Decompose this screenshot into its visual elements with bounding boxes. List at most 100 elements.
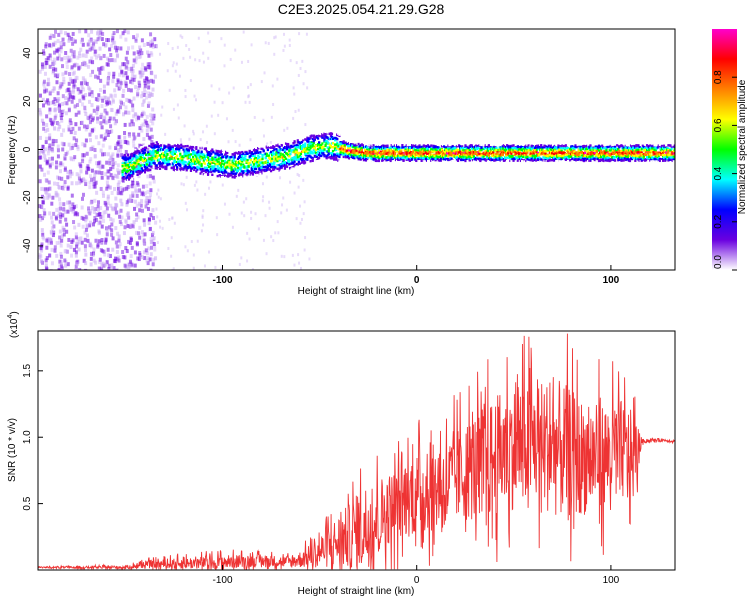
noise-cell [135, 180, 139, 185]
ridge-cell [468, 159, 471, 162]
noise-cell [50, 201, 54, 206]
noise-cell [60, 132, 64, 137]
noise-cell [77, 51, 81, 56]
ridge-cell [445, 154, 448, 157]
noise-cell [142, 240, 146, 245]
noise-cell [104, 109, 108, 114]
noise-cell [270, 115, 273, 119]
noise-cell [115, 109, 119, 114]
noise-cell [64, 263, 68, 268]
noise-cell [54, 113, 58, 118]
noise-cell [94, 212, 98, 217]
noise-cell [104, 172, 108, 177]
noise-cell [82, 124, 86, 129]
ridge-cell [323, 139, 326, 142]
noise-cell [60, 238, 64, 243]
noise-cell [151, 78, 155, 83]
ridge-cell [430, 148, 433, 151]
noise-cell [124, 71, 128, 76]
ridge-cell [164, 151, 167, 154]
noise-cell [135, 117, 139, 122]
noise-cell [92, 176, 96, 181]
noise-cell [108, 47, 112, 52]
noise-cell [48, 90, 52, 95]
noise-cell [151, 121, 155, 126]
noise-cell [96, 161, 100, 166]
ridge-cell [311, 137, 314, 141]
ridge-cell [226, 155, 229, 158]
noise-cell [143, 256, 147, 261]
ridge-cell [296, 156, 299, 159]
ridge-cell [220, 162, 224, 165]
ridge-cell [320, 144, 323, 147]
ridge-cell [169, 146, 172, 150]
noise-cell [130, 67, 134, 72]
noise-cell [138, 251, 142, 256]
ridge-cell [499, 143, 502, 147]
noise-cell [158, 219, 161, 223]
noise-cell [39, 217, 43, 222]
noise-cell [138, 225, 142, 230]
noise-cell [77, 110, 81, 115]
noise-cell [261, 199, 264, 203]
noise-cell [115, 257, 119, 262]
ridge-cell [218, 147, 221, 151]
noise-cell [105, 111, 109, 116]
ridge-cell [495, 148, 498, 152]
ridge-cell [400, 149, 403, 152]
ridge-cell [250, 147, 253, 150]
ridge-cell [311, 152, 314, 155]
noise-cell [107, 100, 111, 105]
ridge-cell [265, 154, 268, 157]
noise-cell [84, 29, 88, 34]
noise-cell [50, 215, 54, 220]
noise-cell [124, 220, 128, 225]
noise-cell [99, 114, 103, 119]
noise-cell [48, 211, 52, 216]
noise-cell [113, 45, 117, 50]
ridge-cell [276, 159, 279, 163]
noise-cell [49, 240, 53, 245]
ridge-cell [143, 171, 147, 174]
noise-cell [38, 135, 42, 140]
noise-cell [103, 152, 107, 157]
noise-cell [93, 154, 97, 159]
noise-cell [213, 100, 216, 104]
ridge-cell [182, 145, 185, 148]
noise-cell [300, 266, 303, 270]
ridge-cell [174, 155, 178, 159]
noise-cell [113, 93, 117, 98]
ridge-cell [465, 157, 468, 161]
noise-cell [299, 221, 302, 225]
noise-cell [66, 175, 70, 180]
ridge-cell [354, 153, 357, 157]
noise-cell [51, 233, 55, 238]
noise-cell [52, 108, 56, 113]
noise-cell [93, 184, 97, 189]
noise-cell [186, 146, 189, 150]
ridge-cell [347, 149, 351, 152]
noise-cell [60, 176, 64, 181]
noise-cell [47, 160, 51, 165]
ridge-cell [455, 148, 459, 151]
ridge-cell [213, 156, 216, 160]
ridge-cell [159, 146, 163, 150]
noise-cell [129, 253, 133, 258]
ridge-cell [314, 144, 318, 148]
noise-cell [42, 150, 46, 155]
ridge-cell [353, 156, 356, 159]
noise-cell [69, 245, 73, 250]
noise-cell [115, 48, 119, 53]
ridge-cell [426, 149, 430, 152]
noise-cell [56, 144, 60, 149]
noise-cell [72, 220, 76, 225]
noise-cell [78, 268, 82, 270]
ridge-cell [420, 145, 423, 149]
ridge-cell [253, 155, 257, 158]
noise-cell [132, 132, 136, 137]
noise-cell [105, 100, 109, 105]
noise-cell [268, 200, 271, 204]
noise-cell [106, 184, 110, 189]
ridge-cell [256, 160, 259, 164]
noise-cell [57, 268, 61, 270]
